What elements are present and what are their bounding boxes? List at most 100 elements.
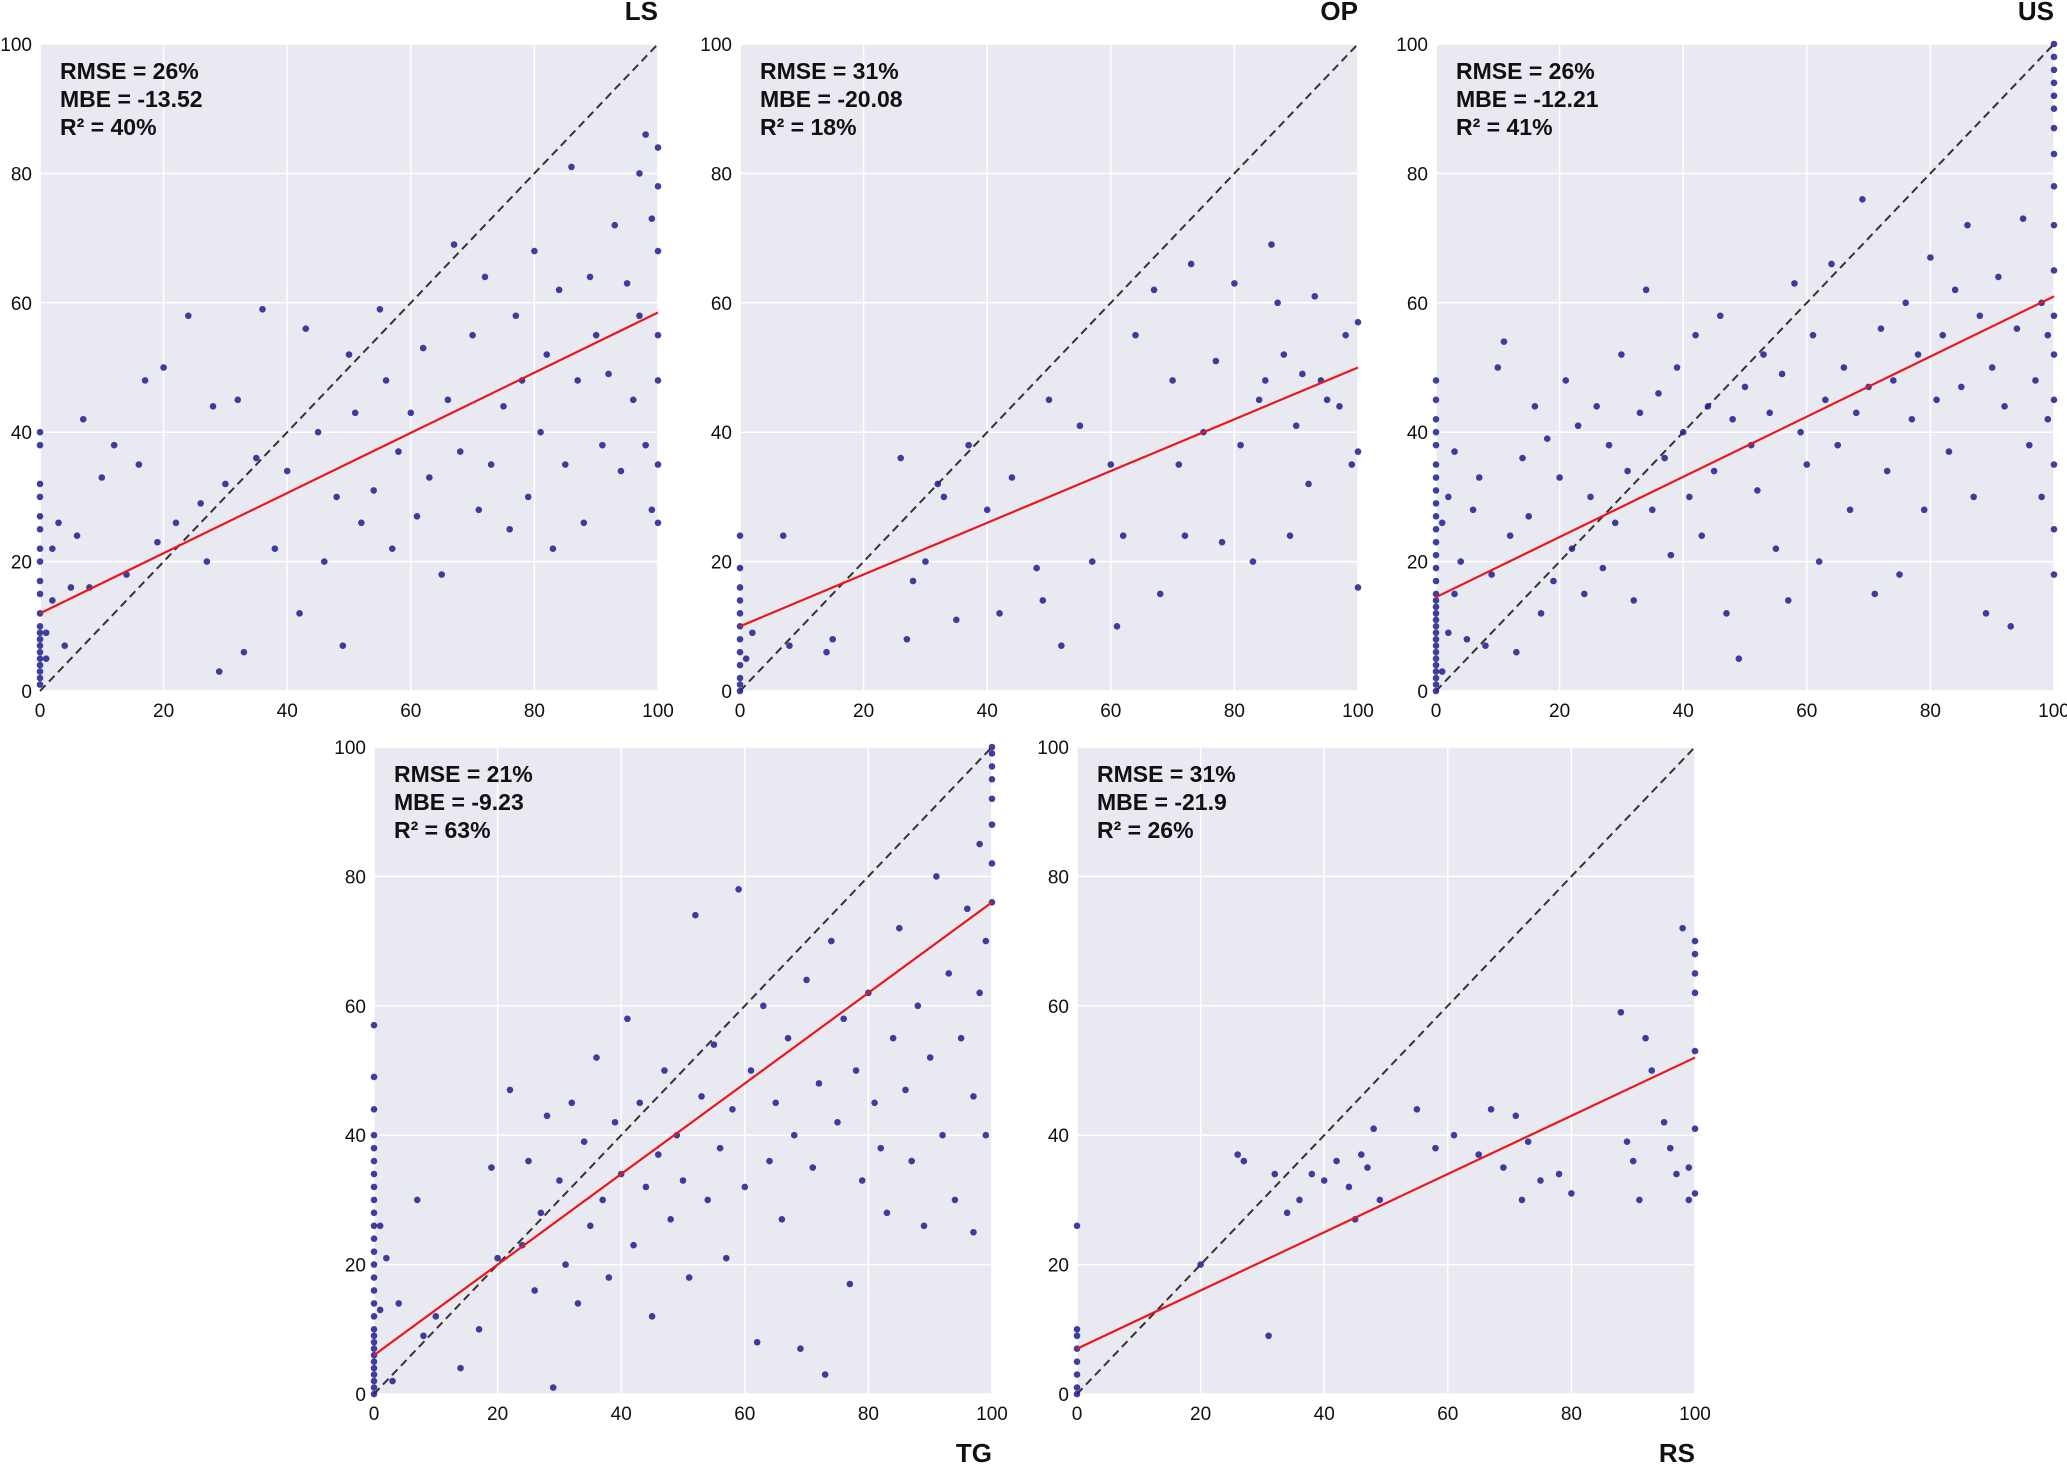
data-point xyxy=(797,1345,804,1353)
data-point xyxy=(685,1274,693,1281)
data-point xyxy=(197,500,204,507)
data-point xyxy=(784,1034,792,1042)
data-point xyxy=(654,144,662,151)
data-point xyxy=(1691,950,1699,958)
data-point xyxy=(1500,338,1508,345)
x-tick-label: 0 xyxy=(35,701,46,722)
y-tick-label: 60 xyxy=(345,997,366,1018)
data-point xyxy=(494,1254,501,1262)
y-tick-label: 60 xyxy=(711,294,732,315)
data-point xyxy=(1723,610,1730,617)
data-point xyxy=(1562,377,1570,384)
data-point xyxy=(1463,635,1471,643)
data-point xyxy=(1432,396,1440,404)
data-point xyxy=(438,571,446,578)
r2-annotation: R² = 41% xyxy=(1456,114,1553,140)
data-point xyxy=(574,377,581,384)
x-tick-label: 80 xyxy=(858,1404,879,1425)
data-point xyxy=(370,1338,378,1346)
panel-title: LS xyxy=(625,0,658,26)
data-point xyxy=(1432,597,1440,604)
data-point xyxy=(525,1157,532,1165)
data-point xyxy=(370,1345,378,1353)
data-point xyxy=(1914,351,1922,358)
data-point xyxy=(920,1222,928,1230)
data-point xyxy=(1333,1157,1340,1165)
data-point xyxy=(2050,79,2058,87)
data-point xyxy=(1834,441,1841,449)
data-point xyxy=(624,1015,631,1023)
rmse-annotation: RMSE = 21% xyxy=(394,761,533,787)
data-point xyxy=(933,873,940,880)
data-point xyxy=(1852,409,1860,417)
data-point xyxy=(1772,545,1780,552)
data-point xyxy=(1451,448,1458,455)
data-points xyxy=(36,131,662,688)
data-point xyxy=(568,1099,576,1107)
data-point xyxy=(809,1164,817,1171)
data-point xyxy=(370,1364,378,1372)
data-point xyxy=(2044,415,2052,423)
data-point xyxy=(2050,525,2058,533)
y-tick-label: 80 xyxy=(345,867,366,888)
data-point xyxy=(531,247,538,255)
data-point xyxy=(877,1144,885,1152)
data-point xyxy=(1237,441,1244,449)
data-point xyxy=(2032,377,2039,384)
data-point xyxy=(840,1015,847,1023)
data-point xyxy=(154,538,161,546)
data-point xyxy=(370,1326,378,1333)
data-point xyxy=(940,493,948,501)
data-point xyxy=(49,597,56,604)
data-point xyxy=(537,428,544,436)
data-point xyxy=(370,1021,378,1029)
data-point xyxy=(1951,286,1959,294)
data-point xyxy=(1308,1170,1316,1178)
data-point xyxy=(829,635,836,643)
data-point xyxy=(2050,105,2058,112)
x-tick-label: 100 xyxy=(976,1404,1008,1425)
data-point xyxy=(42,629,50,637)
data-point xyxy=(370,1332,378,1340)
data-point xyxy=(1896,571,1903,578)
data-point xyxy=(1691,970,1699,977)
data-point xyxy=(982,1131,990,1139)
data-point xyxy=(2050,92,2058,100)
data-point xyxy=(370,1248,378,1255)
data-point xyxy=(370,1196,378,1204)
data-point xyxy=(1568,545,1576,552)
regression-line xyxy=(1435,295,2055,599)
data-point xyxy=(1964,221,1971,229)
y-tick-label: 100 xyxy=(0,35,32,56)
data-point xyxy=(939,1131,946,1139)
data-point xyxy=(642,131,649,138)
identity-line xyxy=(373,746,993,1395)
data-point xyxy=(456,448,464,455)
r2-annotation: R² = 40% xyxy=(60,114,157,140)
data-point xyxy=(1710,467,1718,475)
data-point xyxy=(698,1093,705,1100)
x-tick-label: 60 xyxy=(1100,701,1121,722)
data-point xyxy=(636,170,643,177)
data-point xyxy=(1432,623,1440,630)
data-point xyxy=(1432,610,1440,617)
data-point xyxy=(568,163,575,171)
data-point xyxy=(2013,325,2021,332)
data-point xyxy=(1513,648,1520,656)
data-point xyxy=(1292,422,1300,430)
data-point xyxy=(1076,422,1084,430)
data-point xyxy=(1262,377,1269,384)
data-point xyxy=(909,577,917,585)
data-point xyxy=(1518,1196,1526,1204)
data-point xyxy=(736,687,744,695)
y-tick-label: 0 xyxy=(21,682,32,703)
data-point xyxy=(420,1332,427,1340)
data-point xyxy=(457,1364,464,1372)
data-point xyxy=(370,1170,378,1178)
data-point xyxy=(1187,260,1195,268)
data-point xyxy=(382,377,390,384)
data-point xyxy=(741,1183,749,1191)
data-point xyxy=(1760,351,1767,358)
data-point xyxy=(141,377,149,384)
data-point xyxy=(753,1338,761,1346)
